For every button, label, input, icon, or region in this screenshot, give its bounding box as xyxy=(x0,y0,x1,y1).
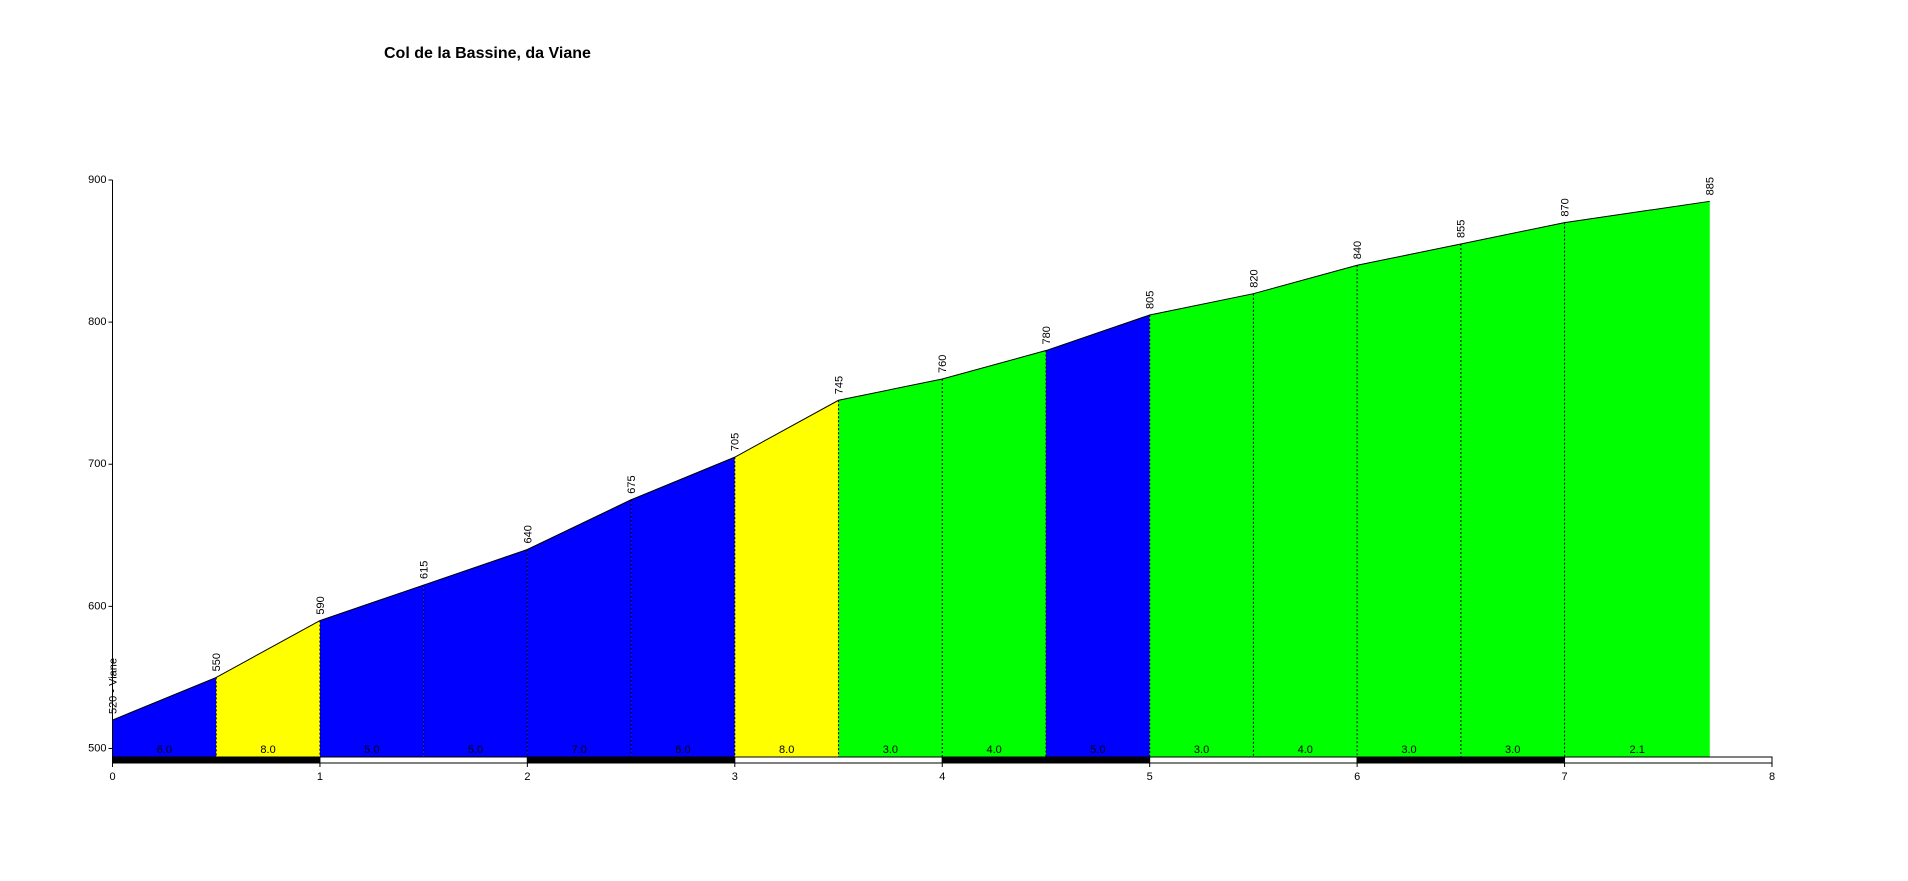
elevation-label: 590 xyxy=(315,596,327,614)
x-tick-label: 0 xyxy=(109,771,115,783)
gradient-label: 4.0 xyxy=(986,744,1001,756)
km-bar xyxy=(941,756,1151,764)
elevation-label: 760 xyxy=(937,355,949,373)
km-bar xyxy=(1356,756,1566,764)
elevation-label: 745 xyxy=(833,376,845,394)
km-bar xyxy=(112,756,321,764)
segment-fill xyxy=(838,378,943,757)
elevation-label: 780 xyxy=(1041,326,1053,344)
segment-fill xyxy=(1460,222,1565,757)
x-tick-label: 1 xyxy=(317,771,323,783)
segment-fill xyxy=(942,350,1046,757)
elevation-label: 615 xyxy=(419,561,431,579)
y-tick-label: 600 xyxy=(88,600,106,612)
elevation-label: 520 - Viane xyxy=(107,658,119,714)
segment-fill xyxy=(1149,293,1254,757)
x-tick-label: 8 xyxy=(1769,771,1775,783)
gradient-label: 3.0 xyxy=(1194,744,1209,756)
segment-fill xyxy=(631,457,735,757)
segment-fill xyxy=(734,400,839,757)
gradient-label: 5.0 xyxy=(1090,744,1105,756)
segment-fill xyxy=(1253,265,1358,757)
profile-line xyxy=(112,200,1710,721)
segment-fill xyxy=(112,677,217,757)
elevation-label: 675 xyxy=(626,475,638,493)
km-bar xyxy=(319,756,528,764)
elevation-label: 805 xyxy=(1145,291,1157,309)
y-tick-label: 900 xyxy=(88,174,106,186)
segment-fill xyxy=(319,585,424,757)
gradient-label: 5.0 xyxy=(468,744,483,756)
gradient-label: 3.0 xyxy=(1401,744,1416,756)
x-tick-label: 4 xyxy=(939,771,945,783)
gradient-label: 3.0 xyxy=(883,744,898,756)
km-bar xyxy=(1149,756,1358,764)
elevation-label: 550 xyxy=(211,653,223,671)
x-tick-label: 7 xyxy=(1562,771,1568,783)
segment-fill xyxy=(527,499,632,757)
gradient-label: 7.0 xyxy=(572,744,587,756)
y-tick-label: 700 xyxy=(88,458,106,470)
gradient-label: 5.0 xyxy=(364,744,379,756)
elevation-label: 885 xyxy=(1705,177,1717,195)
gradient-label: 6.0 xyxy=(157,744,172,756)
km-bar xyxy=(1564,756,1773,764)
gradient-label: 3.0 xyxy=(1505,744,1520,756)
segment-fill xyxy=(423,549,528,757)
elevation-label: 820 xyxy=(1248,269,1260,287)
x-tick-label: 2 xyxy=(524,771,530,783)
elevation-label: 705 xyxy=(730,433,742,451)
segment-fill xyxy=(1564,201,1710,757)
elevation-label: 840 xyxy=(1352,241,1364,259)
segment-fill xyxy=(1045,315,1150,757)
km-bar xyxy=(526,756,736,764)
y-tick-label: 800 xyxy=(88,316,106,328)
x-tick-label: 3 xyxy=(732,771,738,783)
y-tick-label: 500 xyxy=(88,742,106,754)
elevation-label: 640 xyxy=(522,525,534,543)
gradient-label: 6.0 xyxy=(675,744,690,756)
segment-fill xyxy=(1357,243,1461,758)
gradient-label: 2.1 xyxy=(1630,744,1645,756)
km-bar xyxy=(734,756,943,764)
gradient-label: 8.0 xyxy=(260,744,275,756)
segment-fill xyxy=(216,620,320,757)
x-tick-label: 5 xyxy=(1147,771,1153,783)
gradient-label: 4.0 xyxy=(1298,744,1313,756)
elevation-label: 855 xyxy=(1456,220,1468,238)
x-tick-label: 6 xyxy=(1354,771,1360,783)
elevation-label: 870 xyxy=(1559,198,1571,216)
chart-title: Col de la Bassine, da Viane xyxy=(384,45,591,62)
gradient-label: 8.0 xyxy=(779,744,794,756)
